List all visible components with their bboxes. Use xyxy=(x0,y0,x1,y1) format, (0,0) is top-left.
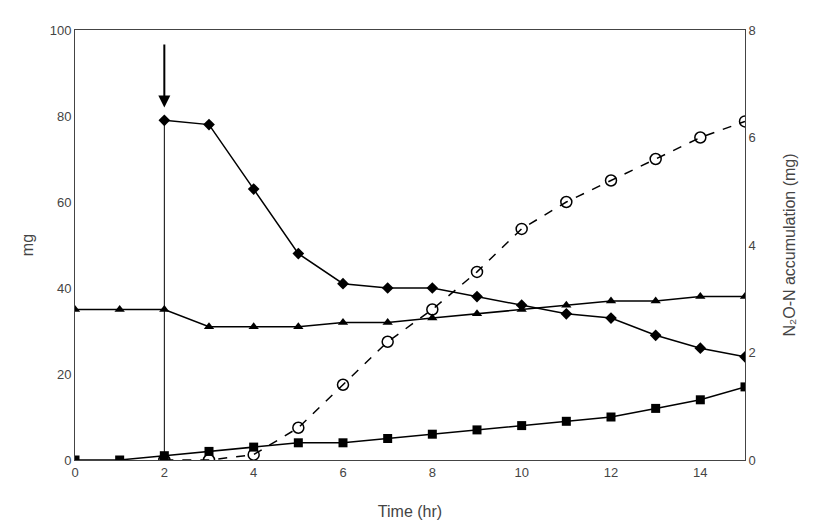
svg-text:Time (hr): Time (hr) xyxy=(378,503,442,520)
svg-text:2: 2 xyxy=(749,345,756,360)
svg-text:10: 10 xyxy=(514,465,528,480)
svg-text:14: 14 xyxy=(693,465,707,480)
svg-text:0: 0 xyxy=(71,465,78,480)
svg-text:0: 0 xyxy=(64,453,71,468)
svg-text:4: 4 xyxy=(250,465,257,480)
svg-text:8: 8 xyxy=(749,23,756,38)
svg-text:12: 12 xyxy=(604,465,618,480)
svg-text:20: 20 xyxy=(57,367,71,382)
svg-text:60: 60 xyxy=(57,195,71,210)
svg-text:4: 4 xyxy=(749,238,756,253)
svg-text:6: 6 xyxy=(339,465,346,480)
svg-text:80: 80 xyxy=(57,109,71,124)
svg-text:8: 8 xyxy=(429,465,436,480)
svg-text:6: 6 xyxy=(749,130,756,145)
svg-text:0: 0 xyxy=(749,453,756,468)
svg-text:N₂O-N accumulation (mg): N₂O-N accumulation (mg) xyxy=(781,153,798,336)
svg-text:40: 40 xyxy=(57,281,71,296)
svg-text:2: 2 xyxy=(161,465,168,480)
svg-text:mg: mg xyxy=(19,234,36,256)
svg-text:100: 100 xyxy=(50,23,72,38)
